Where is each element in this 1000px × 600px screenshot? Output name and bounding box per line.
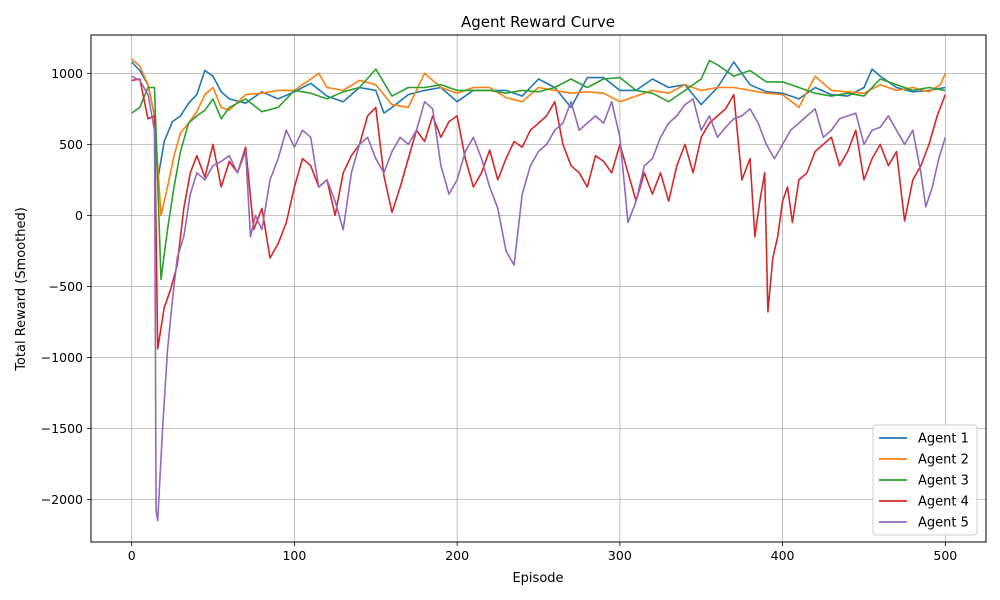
legend-label-agent-4: Agent 4 [918, 495, 969, 510]
legend: Agent 1 Agent 2 Agent 3 Agent 4 Agent 5 [872, 424, 978, 536]
y-tick-label: −1000 [41, 350, 83, 365]
y-axis-label: Total Reward (Smoothed) [14, 207, 29, 372]
legend-label-agent-5: Agent 5 [918, 516, 969, 531]
y-tick-label: −2000 [41, 492, 83, 507]
legend-box [872, 424, 978, 536]
y-axis-ticks: −2000 −1500 −1000 −500 0 500 1000 [41, 66, 91, 507]
y-tick-label: 1000 [51, 66, 83, 81]
y-tick-label: −1500 [41, 421, 83, 436]
series-line-agent-2 [131, 58, 947, 217]
plot-frame [90, 34, 987, 543]
legend-label-agent-2: Agent 2 [918, 453, 969, 468]
y-tick-label: −500 [49, 279, 83, 294]
legend-label-agent-3: Agent 3 [918, 474, 969, 489]
series-line-agent-3 [131, 59, 946, 281]
y-tick-label: 500 [59, 137, 83, 152]
chart-title: Agent Reward Curve [461, 13, 615, 31]
series-line-agent-5 [131, 75, 947, 522]
legend-label-agent-1: Agent 1 [918, 432, 969, 447]
x-tick-label: 0 [128, 548, 136, 563]
x-tick-label: 300 [608, 548, 632, 563]
x-tick-label: 200 [445, 548, 469, 563]
x-tick-label: 100 [282, 548, 306, 563]
x-axis-ticks: 0 100 200 300 400 500 [128, 542, 957, 563]
x-axis-label: Episode [512, 571, 563, 586]
x-tick-label: 500 [933, 548, 957, 563]
y-tick-label: 0 [75, 208, 83, 223]
x-tick-label: 400 [771, 548, 795, 563]
series-lines [131, 58, 947, 522]
series-line-agent-4 [131, 78, 947, 350]
